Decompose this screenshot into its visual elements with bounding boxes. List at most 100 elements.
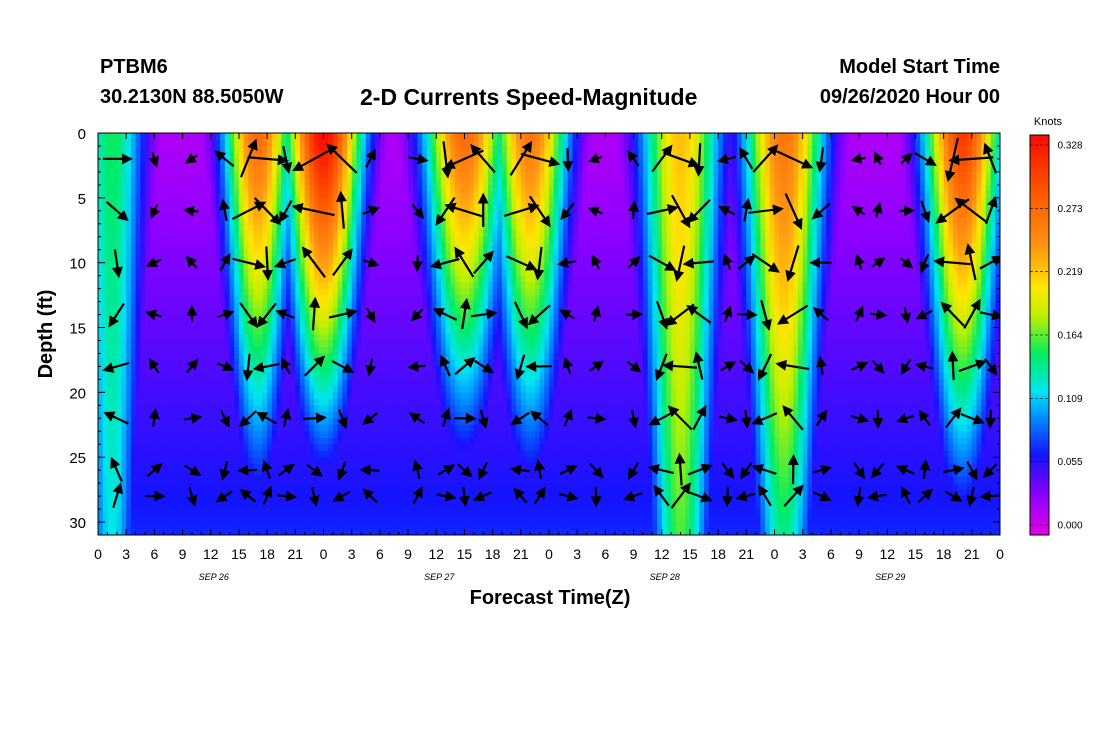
heatmap-cell xyxy=(168,457,174,465)
heatmap-cell xyxy=(304,450,311,458)
heatmap-cell xyxy=(417,139,423,147)
heatmap-cell xyxy=(473,256,480,264)
heatmap-cell xyxy=(177,301,184,309)
heatmap-cell xyxy=(98,476,104,484)
heatmap-cell xyxy=(403,431,409,439)
heatmap-cell xyxy=(271,152,278,160)
heatmap-cell xyxy=(116,171,123,179)
heatmap-cell xyxy=(234,515,240,523)
heatmap-cell xyxy=(346,385,353,393)
heatmap-cell xyxy=(403,411,409,419)
heatmap-cell xyxy=(107,405,113,413)
heatmap-cell xyxy=(436,346,442,355)
heatmap-cell xyxy=(262,178,268,186)
heatmap-cell xyxy=(163,385,170,393)
heatmap-cell xyxy=(351,515,357,523)
chart-title: 2-D Currents Speed-Magnitude xyxy=(360,84,698,110)
heatmap-cell xyxy=(238,275,245,283)
heatmap-cell xyxy=(469,483,475,491)
heatmap-cell xyxy=(403,191,409,199)
heatmap-cell xyxy=(130,450,137,458)
heatmap-cell xyxy=(135,256,141,264)
heatmap-cell xyxy=(365,457,372,465)
heatmap-cell xyxy=(234,288,240,296)
heatmap-cell xyxy=(224,353,231,361)
heatmap-cell xyxy=(318,489,325,497)
heatmap-cell xyxy=(112,483,118,491)
heatmap-cell xyxy=(238,236,245,244)
heatmap-cell xyxy=(450,230,456,238)
heatmap-cell xyxy=(126,424,132,432)
heatmap-cell xyxy=(351,528,357,535)
heatmap-cell xyxy=(389,405,395,413)
heatmap-cell xyxy=(130,522,137,530)
heatmap-cell xyxy=(102,372,108,380)
heatmap-cell xyxy=(163,509,170,517)
heatmap-cell xyxy=(393,496,400,504)
heatmap-cell xyxy=(398,509,404,517)
heatmap-cell xyxy=(234,483,240,491)
heatmap-cell xyxy=(384,217,390,225)
heatmap-cell xyxy=(290,450,296,458)
heatmap-cell xyxy=(201,262,207,270)
heatmap-cell xyxy=(159,528,165,535)
heatmap-cell xyxy=(267,230,273,238)
heatmap-cell xyxy=(201,256,207,264)
heatmap-cell xyxy=(309,418,315,426)
heatmap-cell xyxy=(342,444,348,452)
heatmap-cell xyxy=(135,515,141,523)
heatmap-cell xyxy=(229,158,235,167)
heatmap-cell xyxy=(398,392,404,400)
heatmap-cell xyxy=(361,217,367,225)
heatmap-cell xyxy=(304,398,311,406)
heatmap-cell xyxy=(436,275,442,283)
heatmap-cell xyxy=(469,450,475,458)
heatmap-cell xyxy=(140,496,146,504)
heatmap-cell xyxy=(168,509,174,517)
heatmap-cell xyxy=(304,301,311,309)
heatmap-cell xyxy=(210,288,217,296)
heatmap-cell xyxy=(187,217,193,225)
heatmap-cell xyxy=(384,372,390,380)
heatmap-cell xyxy=(351,340,357,348)
heatmap-cell xyxy=(318,496,325,504)
heatmap-cell xyxy=(126,457,132,465)
heatmap-cell xyxy=(253,522,259,530)
heatmap-cell xyxy=(140,139,146,147)
heatmap-cell xyxy=(135,379,141,387)
heatmap-cell xyxy=(422,340,428,348)
heatmap-cell xyxy=(210,418,217,426)
heatmap-cell xyxy=(375,327,381,335)
heatmap-cell xyxy=(464,457,470,465)
heatmap-cell xyxy=(332,476,339,484)
heatmap-cell xyxy=(196,437,202,445)
heatmap-cell xyxy=(300,178,306,186)
heatmap-cell xyxy=(412,444,419,452)
heatmap-cell xyxy=(140,197,146,205)
heatmap-cell xyxy=(206,152,212,160)
heatmap-cell xyxy=(271,470,278,478)
heatmap-cell xyxy=(116,385,123,393)
heatmap-cell xyxy=(107,528,113,535)
heatmap-cell xyxy=(417,217,423,225)
heatmap-cell xyxy=(285,197,292,205)
heatmap-cell xyxy=(121,431,127,439)
heatmap-cell xyxy=(187,398,193,406)
heatmap-cell xyxy=(473,158,480,167)
heatmap-cell xyxy=(126,158,132,167)
heatmap-cell xyxy=(281,457,287,465)
heatmap-cell xyxy=(281,385,287,393)
heatmap-cell xyxy=(196,457,202,465)
heatmap-cell xyxy=(332,366,339,374)
heatmap-cell xyxy=(215,366,221,374)
heatmap-cell xyxy=(271,483,278,491)
heatmap-cell xyxy=(365,230,372,238)
heatmap-cell xyxy=(220,379,226,387)
heatmap-cell xyxy=(455,139,461,147)
heatmap-cell xyxy=(210,457,217,465)
heatmap-cell xyxy=(248,295,254,303)
heatmap-cell xyxy=(144,204,151,212)
heatmap-cell xyxy=(149,424,155,432)
heatmap-cell xyxy=(140,288,146,296)
heatmap-cell xyxy=(379,269,386,277)
